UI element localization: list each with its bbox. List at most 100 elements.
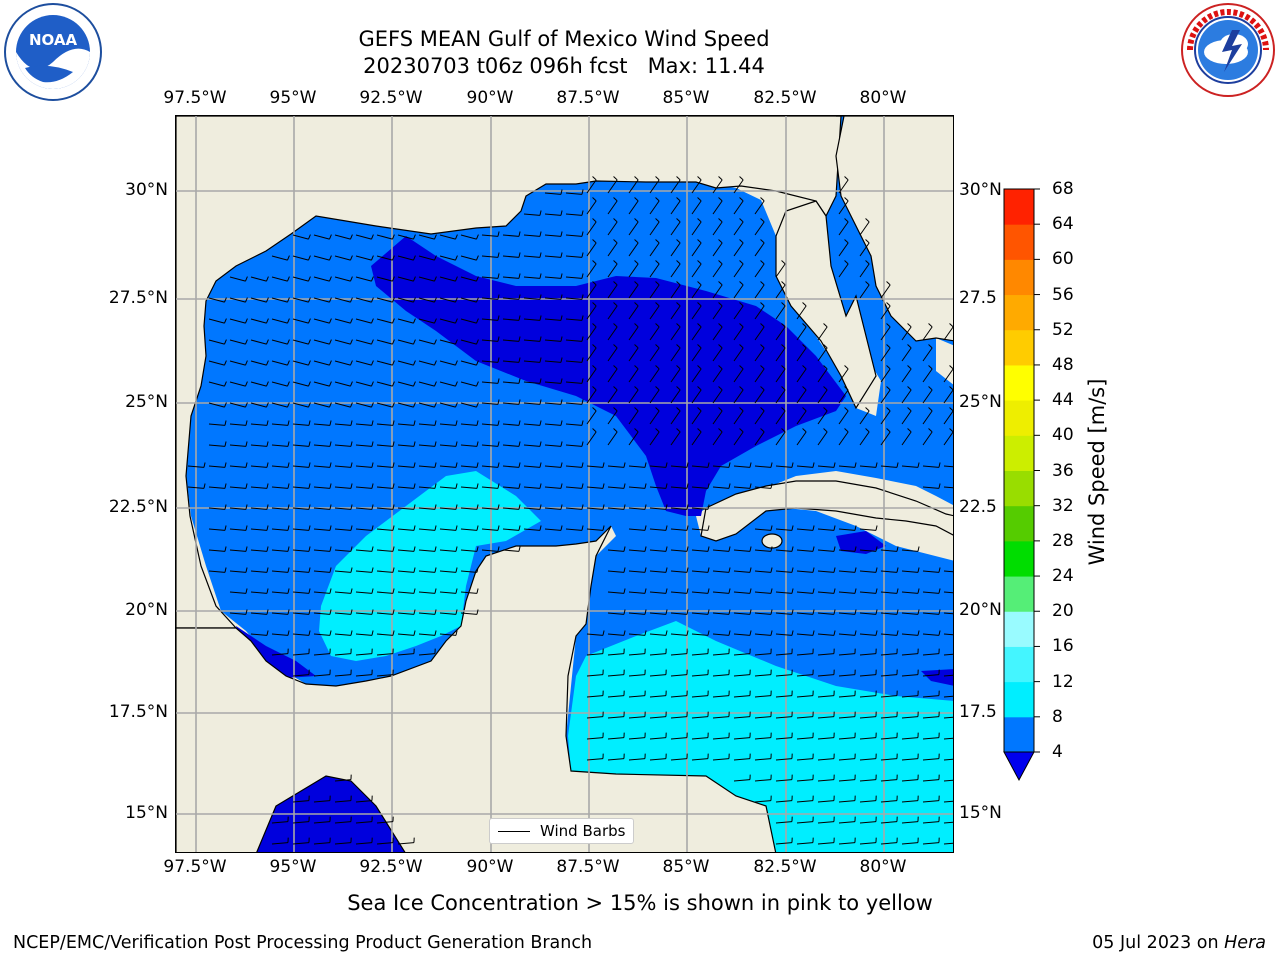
wind-barb-shaft (733, 674, 750, 677)
wind-barb-flag (644, 588, 647, 594)
wind-barb-flag (539, 252, 542, 258)
chart-title-line2: 20230703 t06z 096h fcst Max: 11.44 (363, 54, 765, 78)
wind-barb-flag (697, 260, 702, 265)
wind-barb-flag (697, 281, 702, 286)
wind-barb-flag (718, 428, 723, 433)
wind-barb-flag (665, 525, 668, 531)
wind-barb-flag (581, 210, 584, 216)
wind-barb-shaft (397, 465, 414, 468)
wind-barb-flag (476, 462, 479, 468)
wind-barb-shaft (754, 410, 765, 425)
wind-barb-shaft (796, 347, 807, 362)
wind-barb-flag (760, 197, 765, 202)
wind-barb-flag (917, 462, 920, 468)
lon-label-top: 95°W (269, 88, 317, 108)
legend-line-swatch (498, 830, 530, 832)
wind-barb-shaft (943, 821, 953, 824)
wind-barb-flag (802, 407, 807, 412)
mexico-land (176, 525, 777, 852)
wind-barb-shaft (565, 423, 582, 426)
wind-barb-shaft (712, 221, 723, 236)
wind-barb-shaft (334, 507, 351, 510)
wind-barb-shaft (796, 653, 813, 656)
wind-barb-shaft (292, 465, 309, 468)
wind-barb-flag (287, 630, 290, 636)
wind-barb-flag (676, 407, 681, 412)
wind-barb-flag (224, 546, 227, 552)
wind-barb-shaft (796, 695, 813, 698)
wind-barb-shaft (292, 486, 309, 489)
wind-barb-shaft (922, 737, 939, 740)
wind-barb-shaft (691, 242, 702, 257)
wind-barb-shaft (229, 339, 246, 345)
wind-barb-shaft (691, 368, 702, 383)
wind-barb-shaft (754, 758, 771, 761)
wind-barb-shaft (523, 528, 540, 531)
wind-barb-flag (454, 234, 458, 240)
wind-barb-shaft (418, 612, 435, 615)
wind-barb-flag (266, 630, 269, 636)
wind-barb-flag (455, 567, 458, 573)
wind-barb-flag (245, 609, 248, 615)
wind-barb-shaft (880, 695, 897, 698)
wind-barb-shaft (292, 591, 309, 594)
wind-barb-shaft (670, 549, 687, 552)
wind-barb-flag (518, 336, 521, 342)
wind-barb-flag (223, 381, 227, 387)
wind-barb-shaft (922, 633, 939, 636)
wind-barb-shaft (838, 410, 849, 425)
wind-barb-flag (476, 420, 479, 426)
wind-barb-shaft (334, 800, 351, 803)
noaa-logo-text: NOAA (29, 31, 78, 49)
wind-barb-flag (907, 428, 912, 433)
lat-label-left: 20°N (125, 600, 168, 620)
wind-barb-shaft (859, 737, 876, 740)
wind-barb-shaft (628, 612, 645, 615)
wind-barb-shaft (439, 318, 456, 324)
wind-barb-shaft (607, 591, 624, 594)
wind-barb-shaft (943, 695, 953, 698)
wind-barb-shaft (754, 389, 765, 404)
colorbar-segment (1004, 364, 1034, 401)
wind-barb-flag (613, 260, 618, 265)
colorbar-segment (1004, 611, 1034, 647)
wind-barb-shaft (355, 653, 372, 656)
wind-barb-shaft (439, 339, 456, 345)
wind-barb-flag (592, 176, 597, 181)
wind-barb-flag (518, 315, 521, 321)
wind-barb-flag (433, 297, 437, 303)
wind-barb-flag (476, 567, 479, 573)
wind-barb-shaft (922, 821, 939, 824)
wind-barb-shaft (754, 633, 771, 636)
wind-barb-flag (875, 630, 878, 636)
wind-barb-flag (938, 483, 941, 489)
wind-barb-flag (245, 525, 248, 531)
wind-barb-flag (455, 609, 458, 615)
wind-barb-flag (560, 483, 563, 489)
lat-label-right: 20°N (959, 600, 1002, 620)
wind-barb-flag (223, 339, 227, 345)
wind-barb-shaft (607, 431, 618, 446)
wind-barb-shaft (775, 821, 792, 824)
wind-barb-shaft (586, 242, 597, 257)
wind-barb-shaft (376, 297, 393, 303)
wind-barb-flag (781, 407, 786, 412)
colorbar-tick-label: 16 (1052, 636, 1074, 657)
wind-barb-shaft (775, 410, 786, 425)
wind-barb-shaft (817, 389, 828, 404)
wind-barb-shaft (397, 842, 414, 845)
wind-barb-flag (886, 344, 891, 349)
wind-barb-flag (896, 546, 899, 552)
wind-barb-shaft (439, 528, 456, 531)
wind-barb-shaft (796, 737, 813, 740)
wind-barb-shaft (607, 737, 624, 740)
wind-barb-flag (412, 255, 416, 261)
wind-barb-shaft (313, 674, 330, 677)
wind-barb-shaft (376, 318, 393, 324)
wind-barb-shaft (418, 381, 435, 387)
wind-barb-flag (739, 365, 744, 370)
wind-barb-flag (602, 462, 605, 468)
wind-barb-flag (224, 525, 227, 531)
wind-barb-shaft (733, 758, 750, 761)
wind-barb-shaft (649, 431, 660, 446)
